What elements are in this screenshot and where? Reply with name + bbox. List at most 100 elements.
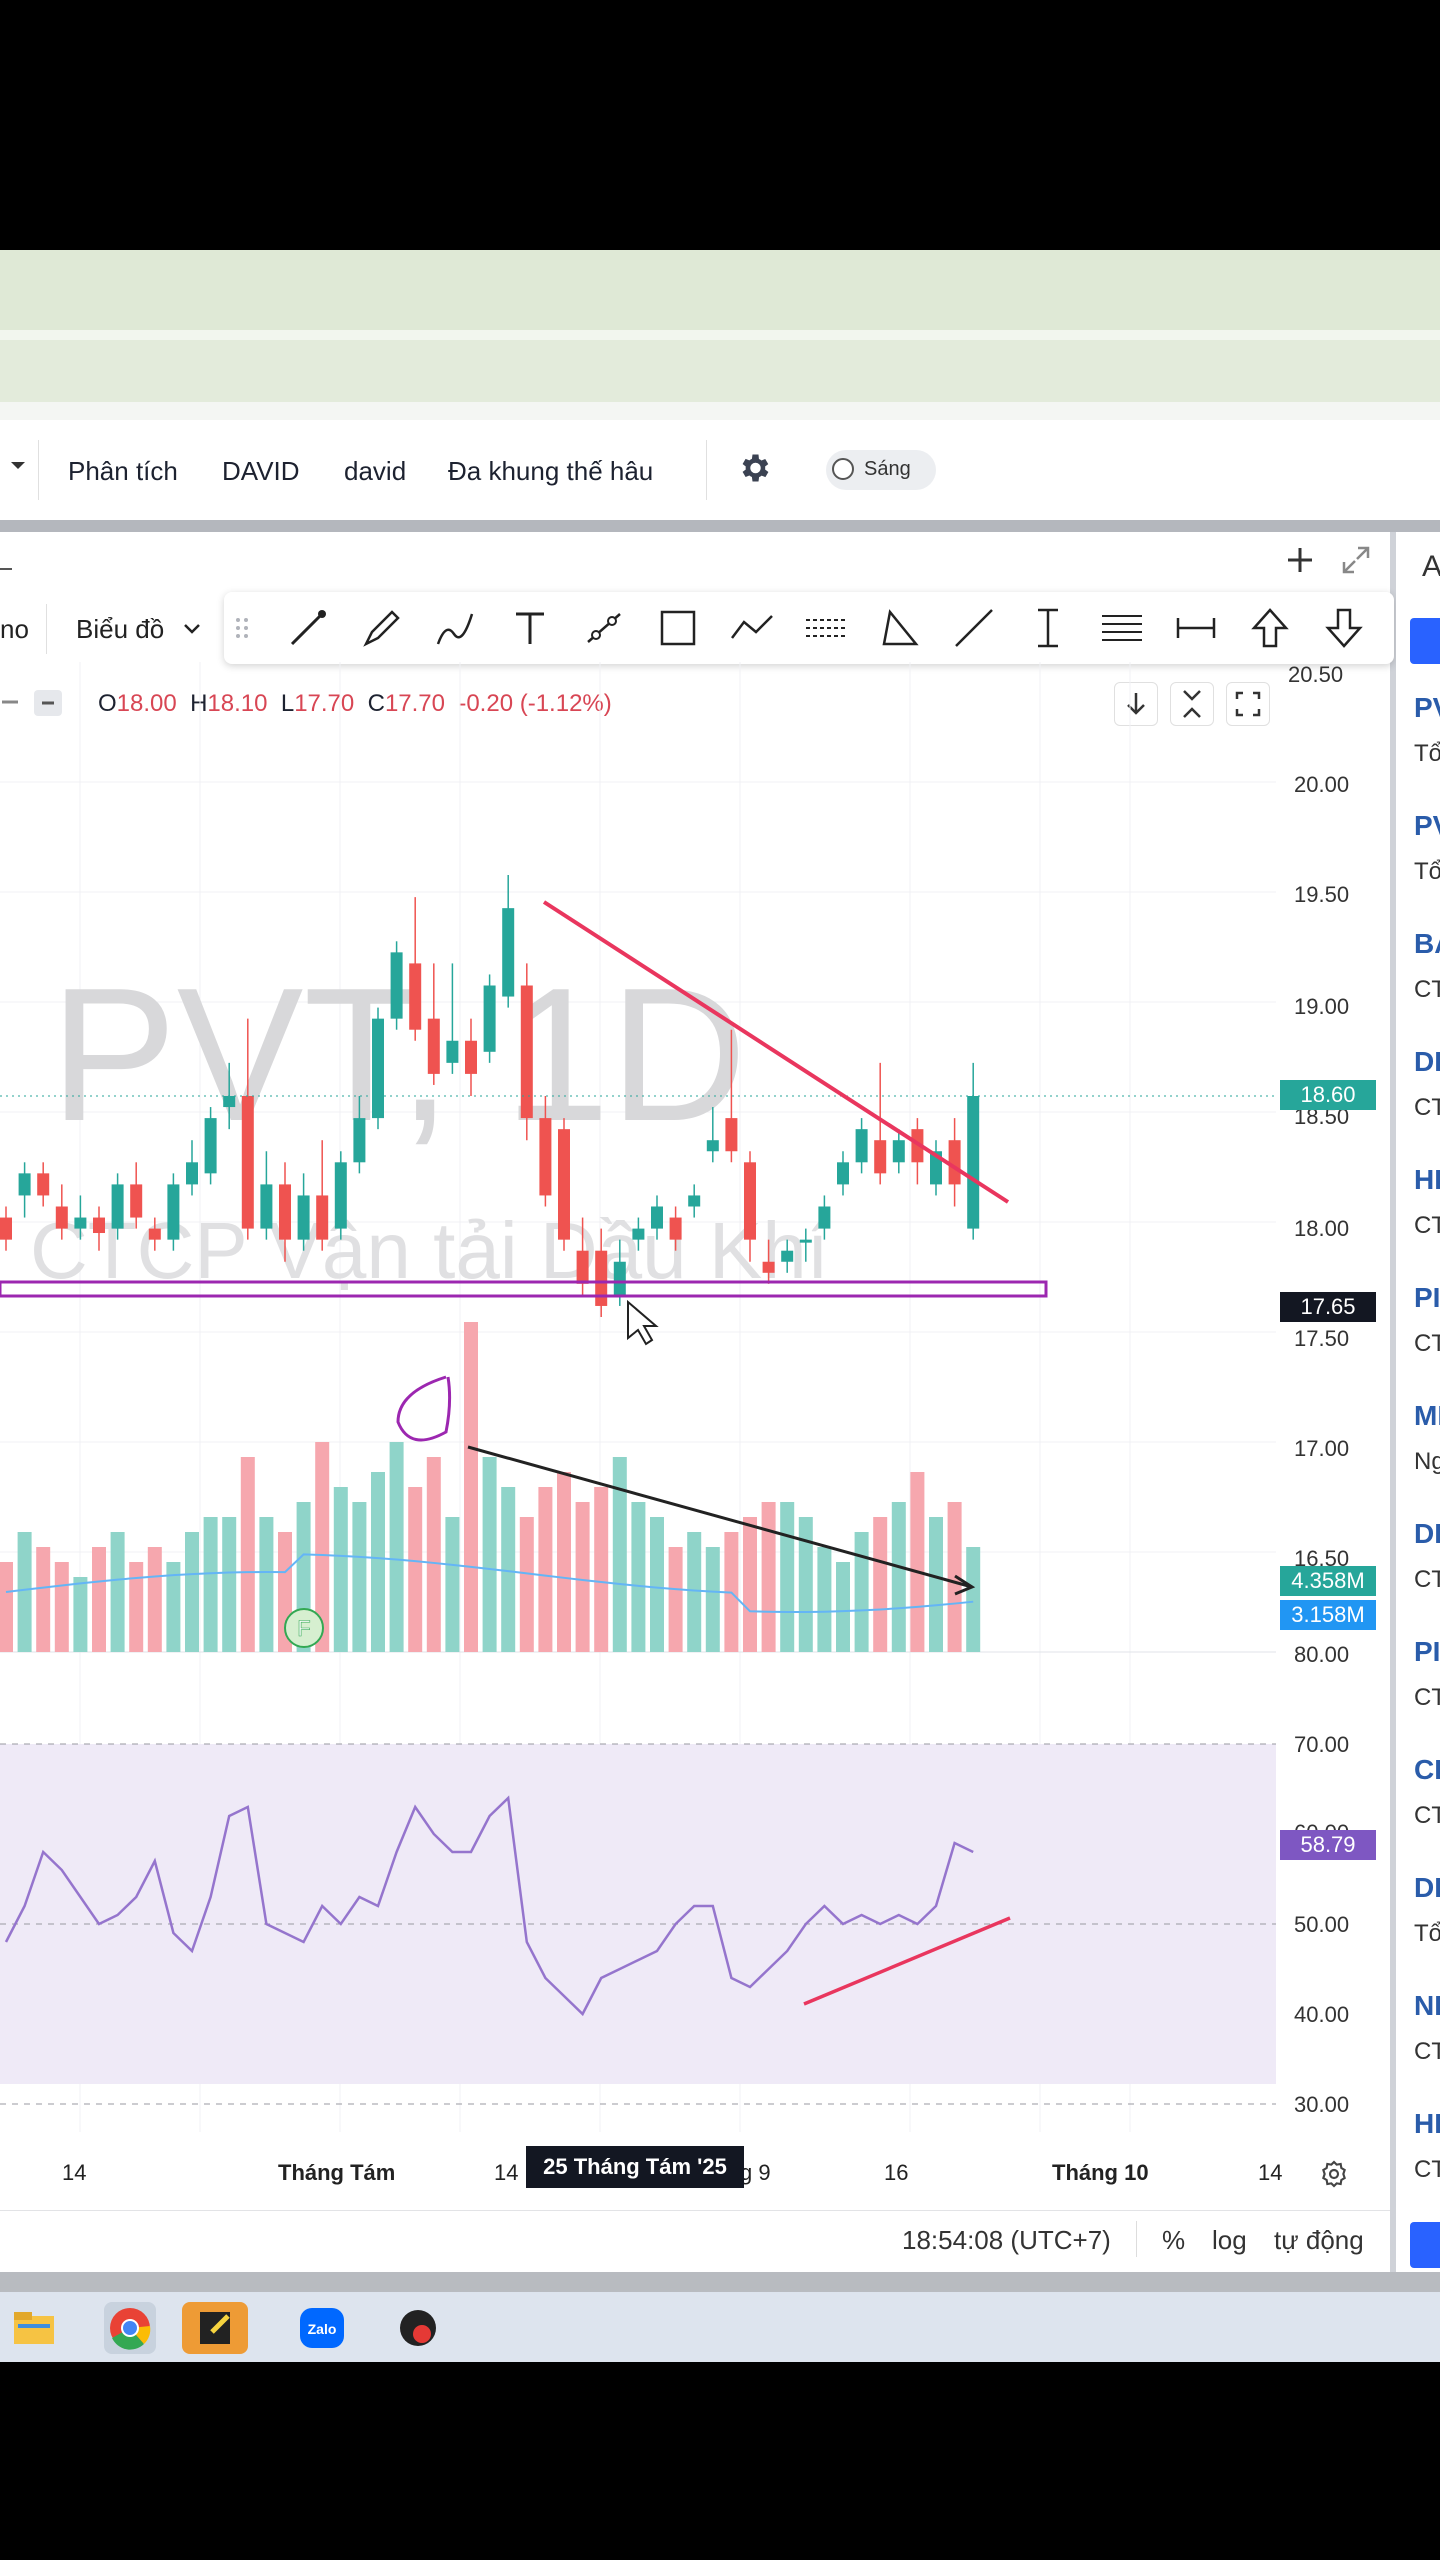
path-icon[interactable]: [728, 604, 776, 652]
volume-bar: [426, 1457, 441, 1652]
high-label: H: [190, 690, 208, 717]
watchlist-code-1[interactable]: PV: [1414, 810, 1440, 841]
settings-icon[interactable]: [1318, 2158, 1350, 2195]
candle-body: [93, 1217, 105, 1234]
watchlist-code-5[interactable]: PI: [1414, 1282, 1440, 1313]
line-icon[interactable]: [950, 604, 998, 652]
candle-body: [465, 1040, 477, 1074]
volume-bar: [464, 1322, 478, 1652]
text-icon[interactable]: [506, 604, 554, 652]
watchlist-code-2[interactable]: BA: [1414, 928, 1440, 959]
arrow-down-icon[interactable]: [1320, 604, 1368, 652]
watchlist-code-4[interactable]: HI: [1414, 1164, 1440, 1195]
rsi-axis-3: 50.00: [1294, 1912, 1350, 1937]
volume-bar: [0, 1562, 13, 1652]
vertical-range-icon[interactable]: [1024, 604, 1072, 652]
window-border: [0, 2272, 1440, 2292]
time-axis-1: Tháng Tám: [278, 2160, 396, 2185]
watchlist-name-7: CT: [1414, 1566, 1440, 1593]
flag-badge[interactable]: [284, 1608, 324, 1648]
zalo-icon[interactable]: Zalo: [296, 2302, 348, 2354]
candle-body: [781, 1250, 794, 1262]
volume-bar: [594, 1487, 609, 1652]
menu-da-khung[interactable]: Đa khung thế hâu: [448, 456, 654, 486]
menu-david-upper[interactable]: DAVID: [222, 456, 300, 486]
recorder-icon[interactable]: [392, 2302, 444, 2354]
chrome-icon[interactable]: [104, 2302, 156, 2354]
percent-toggle[interactable]: %: [1162, 2225, 1186, 2255]
triangle-icon[interactable]: [876, 604, 924, 652]
low-value: 17.70: [294, 690, 355, 717]
watchlist-code-10[interactable]: DI: [1414, 1872, 1440, 1903]
scroll-down-icon[interactable]: [1114, 682, 1158, 726]
candle-body: [799, 1239, 812, 1243]
candle-body: [297, 1195, 310, 1240]
watchlist-code-9[interactable]: CI: [1414, 1754, 1440, 1785]
fib-lines-icon[interactable]: [1098, 604, 1146, 652]
candle-body: [390, 952, 403, 1019]
watchlist-name-12: CT: [1414, 2156, 1440, 2183]
watchlist-code-12[interactable]: HI: [1414, 2108, 1440, 2139]
rsi-axis-0: 80.00: [1294, 1642, 1350, 1667]
collapse-icon[interactable]: [0, 690, 20, 719]
theme-toggle[interactable]: Sáng: [826, 450, 936, 490]
log-toggle[interactable]: log: [1212, 2225, 1247, 2255]
watchlist-code-6[interactable]: MI: [1414, 1400, 1440, 1431]
panel-divider[interactable]: [1390, 532, 1396, 2272]
candle-body: [837, 1162, 849, 1185]
highlighter-icon[interactable]: [432, 604, 480, 652]
candle-body: [855, 1129, 868, 1163]
sticky-notes-icon[interactable]: [182, 2302, 248, 2354]
last-price-tag: 18.60: [1280, 1080, 1376, 1110]
collapse-panes-icon[interactable]: [1170, 682, 1214, 726]
expand-icon[interactable]: [1340, 542, 1372, 583]
theme-toggle-label: Sáng: [864, 458, 911, 480]
menu-david-lower[interactable]: david: [344, 456, 407, 486]
volume-bar: [371, 1472, 385, 1652]
add-icon[interactable]: [1284, 540, 1316, 585]
volume-bar: [185, 1532, 199, 1652]
arrow-up-icon[interactable]: [1246, 604, 1294, 652]
price-chart[interactable]: PVT, 1D CTCP Vận tải Dầu Khí F: [0, 532, 1390, 2272]
candles: [0, 875, 980, 1317]
watchlist-code-0[interactable]: PV: [1414, 692, 1440, 723]
file-explorer-icon[interactable]: [8, 2302, 60, 2354]
volume-bar: [17, 1532, 32, 1652]
trendline-red: [542, 900, 1010, 1204]
chart-type-label[interactable]: Biểu đồ: [76, 614, 165, 644]
gear-icon[interactable]: [736, 450, 772, 491]
drag-handle-icon[interactable]: [232, 604, 252, 652]
volume-bar: [222, 1517, 237, 1652]
candle-body: [744, 1162, 756, 1240]
ohlc-legend: O18.00 H18.10 L17.70 C17.70 -0.20 (-1.12…: [98, 690, 612, 718]
menu-phan-tich[interactable]: Phân tích: [68, 456, 178, 486]
volume-tag: 4.358M: [1280, 1566, 1376, 1596]
partial-label[interactable]: no: [0, 614, 29, 644]
watchlist-name-11: CT: [1414, 2038, 1440, 2065]
volume-bar: [836, 1562, 850, 1652]
auto-toggle[interactable]: tự động: [1274, 2225, 1364, 2255]
price-axis-6: 17.50: [1294, 1326, 1350, 1351]
chevron-down-icon[interactable]: [180, 616, 204, 645]
drawing-toolbar: [224, 592, 1394, 664]
candle-body: [55, 1206, 68, 1229]
watchlist-code-11[interactable]: NI: [1414, 1990, 1440, 2021]
candle-body: [688, 1195, 701, 1207]
watchlist-bottom-button[interactable]: [1410, 2222, 1440, 2268]
horizontal-range-icon[interactable]: [1172, 604, 1220, 652]
watchlist-code-3[interactable]: DI: [1414, 1046, 1440, 1077]
rectangle-icon[interactable]: [654, 604, 702, 652]
watchlist-code-8[interactable]: PI: [1414, 1636, 1440, 1667]
brush-icon[interactable]: [284, 604, 332, 652]
volume-bar: [166, 1562, 181, 1652]
volume-bar: [389, 1442, 404, 1652]
maximize-pane-icon[interactable]: [1226, 682, 1270, 726]
pen-icon[interactable]: [358, 604, 406, 652]
watchlist-button[interactable]: [1410, 618, 1440, 664]
trend-line-icon[interactable]: [580, 604, 628, 652]
hide-legend-icon[interactable]: [34, 690, 62, 716]
volume-bar: [929, 1517, 943, 1652]
watchlist-code-7[interactable]: DI: [1414, 1518, 1440, 1549]
watchlist-name-4: CT: [1414, 1212, 1440, 1239]
dropdown-chevron-icon[interactable]: [8, 450, 28, 487]
